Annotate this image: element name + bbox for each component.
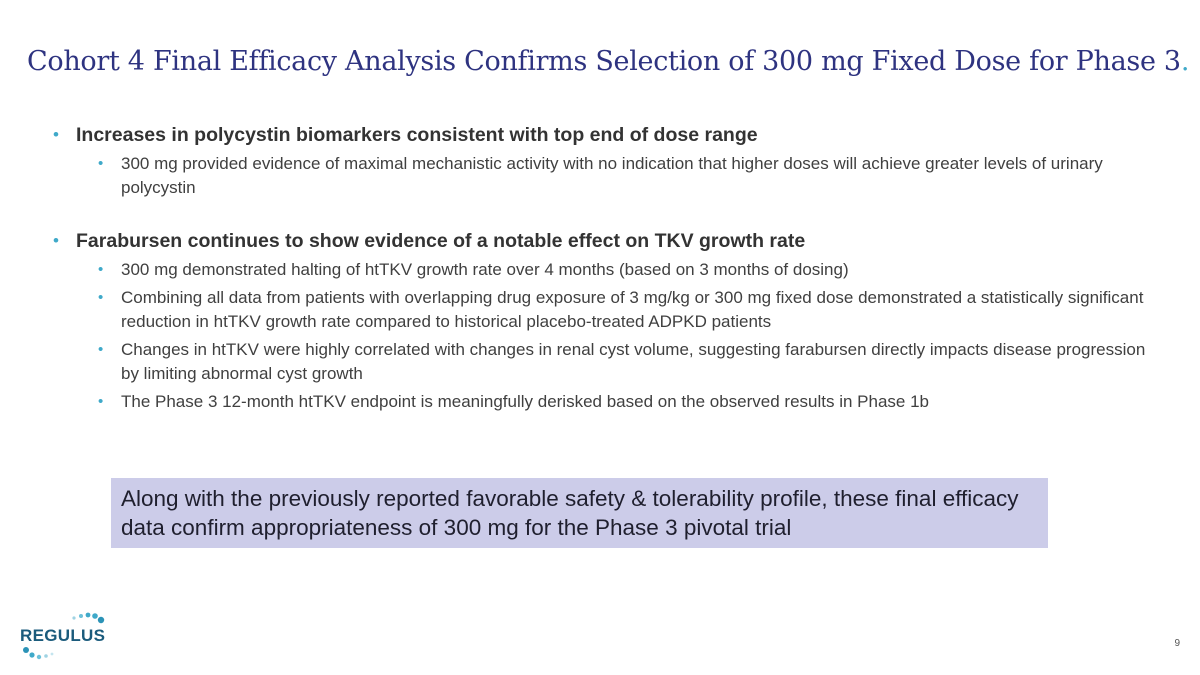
logo-dots-icon (23, 612, 105, 660)
bullet-heading-text: Farabursen continues to show evidence of… (76, 230, 806, 252)
bullet-dot-icon: • (53, 231, 59, 250)
sub-bullet: • The Phase 3 12-month htTKV endpoint is… (50, 390, 1160, 414)
sub-bullet: • 300 mg demonstrated halting of htTKV g… (50, 258, 1160, 282)
sub-bullet: • 300 mg provided evidence of maximal me… (50, 152, 1160, 200)
conclusion-callout: Along with the previously reported favor… (111, 478, 1048, 548)
slide-title: Cohort 4 Final Efficacy Analysis Confirm… (27, 46, 1190, 77)
sub-bullet-text: The Phase 3 12-month htTKV endpoint is m… (121, 392, 929, 411)
sub-bullet: • Combining all data from patients with … (50, 286, 1160, 334)
bullet-dot-icon: • (98, 289, 104, 306)
sub-bullet-text: Combining all data from patients with ov… (121, 288, 1144, 331)
bullet-dot-icon: • (98, 393, 104, 410)
page-number: 9 (1174, 638, 1180, 649)
sub-bullet: • Changes in htTKV were highly correlate… (50, 338, 1160, 386)
bullet-heading-text: Increases in polycystin biomarkers consi… (76, 124, 758, 146)
sub-bullet-text: Changes in htTKV were highly correlated … (121, 340, 1146, 383)
company-logo: REGULUS (18, 612, 118, 660)
callout-text: Along with the previously reported favor… (121, 486, 1019, 540)
slide-title-text: Cohort 4 Final Efficacy Analysis Confirm… (27, 46, 1181, 77)
bullet-heading-biomarkers: • Increases in polycystin biomarkers con… (50, 122, 1160, 148)
bullet-heading-tkv: • Farabursen continues to show evidence … (50, 228, 1160, 254)
title-accent-dot: . (1180, 46, 1190, 77)
bullet-dot-icon: • (98, 341, 104, 358)
sub-bullet-text: 300 mg provided evidence of maximal mech… (121, 154, 1103, 197)
bullet-dot-icon: • (98, 155, 104, 172)
logo-text: REGULUS (20, 626, 106, 645)
sub-bullet-text: 300 mg demonstrated halting of htTKV gro… (121, 260, 849, 279)
bullet-list: • Increases in polycystin biomarkers con… (50, 122, 1160, 414)
bullet-dot-icon: • (53, 125, 59, 144)
bullet-dot-icon: • (98, 261, 104, 278)
